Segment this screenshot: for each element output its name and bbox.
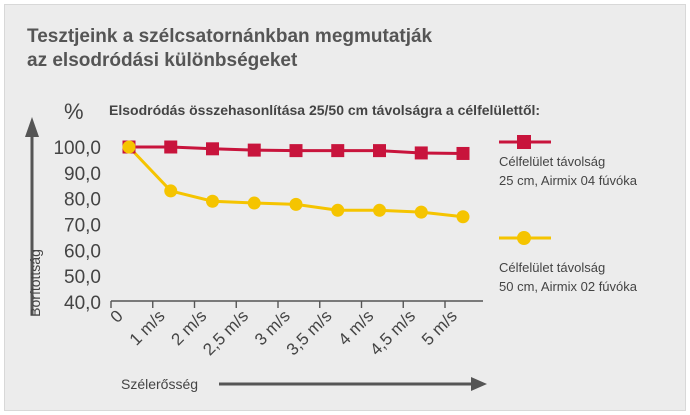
series-1-point [289, 144, 303, 158]
legend-label-series-1-line-2: 25 cm, Airmix 04 fúvóka [499, 173, 638, 188]
x-axis-label: Szélerősség [121, 376, 198, 392]
series-2-point [331, 203, 345, 217]
x-tick-marks [110, 301, 446, 308]
y-axis-label: Borítottság [27, 249, 43, 317]
x-axis-arrow [219, 377, 487, 391]
series-2-point [289, 197, 303, 211]
series-2-point [373, 203, 386, 217]
legend-label-series-2-line-2: 50 cm, Airmix 02 fúvóka [499, 279, 638, 294]
legend-marker-series-1 [517, 135, 531, 149]
legend: Célfelület távolság 25 cm, Airmix 04 fúv… [499, 135, 638, 294]
series-2-point [164, 184, 178, 198]
legend-item-series-1: Célfelület távolság 25 cm, Airmix 04 fúv… [499, 135, 638, 188]
x-tick-label: 2,5 m/s [199, 306, 252, 359]
y-tick-label: 50,0 [64, 267, 101, 288]
series-1-point [331, 144, 345, 158]
series-1-point [247, 143, 261, 157]
chart: Tesztjeink a szélcsatornánkban megmutatj… [25, 26, 638, 392]
x-tick-label: 5 m/s [418, 306, 461, 349]
series-2-point [414, 205, 428, 219]
series-1-point [164, 140, 178, 154]
series-1-point [206, 142, 219, 156]
series-2-point [247, 196, 261, 210]
series-1-point [373, 144, 386, 158]
series-1-point [456, 146, 470, 160]
y-unit-label: % [64, 99, 84, 124]
legend-marker-series-2 [517, 231, 531, 245]
y-tick-label: 80,0 [64, 190, 101, 211]
series-2-point [122, 140, 136, 154]
series-2-point [456, 210, 470, 224]
chart-subtitle: Elsodródás összehasonlítása 25/50 cm táv… [109, 102, 540, 118]
y-tick-label: 60,0 [64, 241, 101, 262]
x-tick-label: 4,5 m/s [366, 306, 419, 359]
y-tick-label: 70,0 [64, 216, 101, 237]
x-tick-label: 1 m/s [126, 306, 169, 349]
y-tick-labels: 100,0 90,0 80,0 70,0 60,0 50,0 40,0 [53, 138, 101, 314]
chart-title-line-2: az elsodródási különbségeket [27, 50, 298, 71]
legend-label-series-2-line-1: Célfelület távolság [499, 260, 605, 275]
x-tick-labels: 01 m/s2 m/s2,5 m/s3 m/s3,5 m/s4 m/s4,5 m… [107, 306, 461, 359]
legend-item-series-2: Célfelület távolság 50 cm, Airmix 02 fúv… [499, 231, 638, 294]
y-axis-arrow [25, 117, 39, 315]
series-2-point [206, 194, 219, 208]
chart-title-line-1: Tesztjeink a szélcsatornánkban megmutatj… [27, 26, 433, 47]
chart-panel: Tesztjeink a szélcsatornánkban megmutatj… [4, 4, 686, 411]
x-tick-label: 0 [107, 306, 127, 326]
x-tick-label: 3,5 m/s [283, 306, 336, 359]
y-tick-label: 90,0 [64, 164, 101, 185]
y-tick-label: 40,0 [64, 293, 101, 314]
series-1-point [414, 146, 428, 160]
series-layer [122, 140, 470, 224]
y-tick-label: 100,0 [53, 138, 101, 159]
legend-label-series-1-line-1: Célfelület távolság [499, 154, 605, 169]
